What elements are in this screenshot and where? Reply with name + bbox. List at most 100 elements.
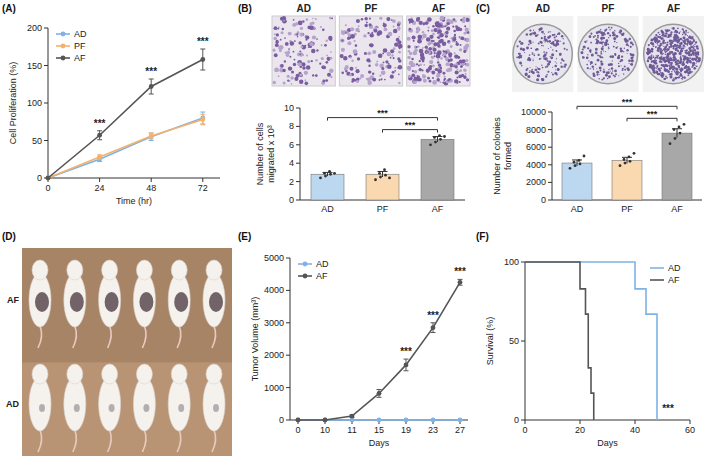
cell	[398, 36, 400, 38]
cell	[393, 29, 398, 34]
cell	[408, 69, 410, 71]
cell	[341, 39, 343, 41]
y-tick	[296, 108, 300, 109]
cell	[278, 46, 282, 50]
cell	[388, 32, 393, 37]
colony	[697, 53, 698, 54]
injection-site	[109, 404, 115, 412]
cell	[276, 40, 279, 43]
colony	[519, 62, 522, 65]
colony	[661, 61, 663, 63]
bar	[311, 174, 344, 200]
colony	[580, 51, 583, 54]
colony	[554, 72, 557, 75]
cell	[430, 71, 432, 73]
colony	[537, 71, 538, 72]
colony	[539, 76, 540, 77]
colony	[555, 50, 557, 52]
cell	[390, 57, 392, 59]
colony	[658, 32, 660, 34]
mouse-head	[136, 260, 152, 280]
colony	[678, 72, 679, 73]
colony	[651, 50, 653, 52]
colony	[649, 56, 650, 57]
point	[633, 152, 636, 155]
y-tick-label: 10000	[521, 107, 546, 117]
injection-site	[39, 404, 45, 412]
error-bar	[433, 137, 443, 143]
colony	[658, 40, 661, 43]
colony	[528, 44, 530, 46]
colony	[613, 46, 614, 47]
plate	[513, 24, 572, 83]
colony	[662, 58, 665, 61]
mouse-head	[171, 260, 187, 280]
colony	[659, 60, 662, 63]
y-tick	[521, 420, 525, 421]
colony	[656, 68, 657, 69]
x-tick-label: 0	[522, 425, 527, 435]
colony	[684, 50, 686, 52]
point	[388, 177, 391, 180]
cell	[438, 69, 442, 73]
cell	[293, 51, 295, 53]
colony	[612, 31, 615, 34]
point	[578, 159, 581, 162]
cell	[355, 44, 358, 47]
micrograph	[272, 16, 335, 86]
colony	[657, 39, 659, 41]
cell	[325, 79, 328, 82]
error-bar	[458, 279, 463, 285]
colony	[695, 41, 697, 43]
colony	[529, 54, 531, 56]
plot-marks	[525, 262, 657, 420]
colony	[676, 70, 678, 72]
x-axis	[48, 178, 220, 179]
cell	[276, 41, 279, 44]
cell	[378, 53, 383, 58]
cell	[372, 50, 376, 54]
cell	[355, 28, 359, 32]
legend-label: PF	[74, 41, 86, 51]
colony	[612, 60, 613, 61]
colony	[652, 45, 653, 46]
cell	[448, 52, 452, 56]
cell	[417, 35, 422, 40]
cell	[463, 50, 466, 53]
x-tick-label: 48	[146, 183, 156, 193]
point	[628, 155, 631, 158]
cell	[356, 19, 360, 23]
cell	[383, 23, 387, 27]
colony	[688, 54, 690, 56]
point	[46, 176, 51, 181]
cell	[357, 57, 360, 60]
colony	[692, 49, 693, 50]
colony	[678, 32, 680, 34]
cell	[419, 68, 421, 70]
cell	[368, 65, 370, 67]
colony	[632, 43, 634, 45]
y-tick-label: 100	[504, 257, 519, 267]
plot-marks	[46, 49, 206, 180]
cell	[429, 41, 432, 44]
colony	[681, 63, 684, 66]
cell	[466, 17, 468, 19]
y-tick-label: 4000	[526, 160, 546, 170]
cell	[312, 74, 314, 76]
cell	[282, 28, 284, 30]
cell	[274, 26, 278, 30]
cell	[398, 74, 400, 76]
cell	[444, 25, 446, 27]
colony	[662, 34, 665, 37]
colony	[686, 71, 688, 73]
y-tick	[286, 322, 290, 323]
colony	[597, 59, 600, 62]
mouse-body	[29, 273, 51, 327]
cell	[306, 65, 311, 70]
cell	[344, 67, 348, 71]
cell	[418, 17, 420, 19]
cell	[321, 44, 323, 46]
point	[579, 163, 582, 166]
colony	[659, 68, 661, 70]
cell	[294, 40, 296, 42]
